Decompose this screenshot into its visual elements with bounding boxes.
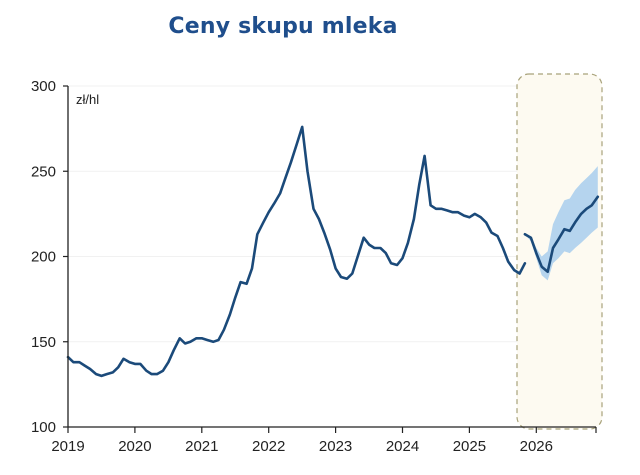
gridlines bbox=[68, 85, 560, 343]
x-tick-label: 2022 bbox=[252, 438, 285, 455]
y-tick-label: 100 bbox=[31, 419, 56, 436]
price-line-forecast bbox=[523, 195, 600, 274]
x-tick-label: 2019 bbox=[51, 438, 84, 455]
y-tick-label: 200 bbox=[31, 249, 56, 266]
x-tick-label: 2026 bbox=[520, 438, 553, 455]
y-tick-label: 250 bbox=[31, 163, 56, 180]
y-axis-unit-label: zł/hl bbox=[76, 92, 99, 107]
chart-title: Ceny skupu mleka bbox=[168, 14, 398, 39]
x-axis-ticks: 2019 2020 2021 2022 2023 2024 2025 2026 bbox=[51, 427, 597, 455]
y-tick-label: 300 bbox=[31, 78, 56, 95]
x-tick-label: 2025 bbox=[453, 438, 486, 455]
y-axis-ticks: 100 150 200 250 300 bbox=[31, 78, 68, 436]
x-tick-label: 2020 bbox=[118, 438, 151, 455]
x-tick-label: 2024 bbox=[386, 438, 419, 455]
x-tick-label: 2023 bbox=[319, 438, 352, 455]
forecast-confidence-band bbox=[524, 166, 598, 281]
x-tick-label: 2021 bbox=[185, 438, 218, 455]
price-line-historical bbox=[66, 125, 527, 378]
y-tick-label: 150 bbox=[31, 334, 56, 351]
